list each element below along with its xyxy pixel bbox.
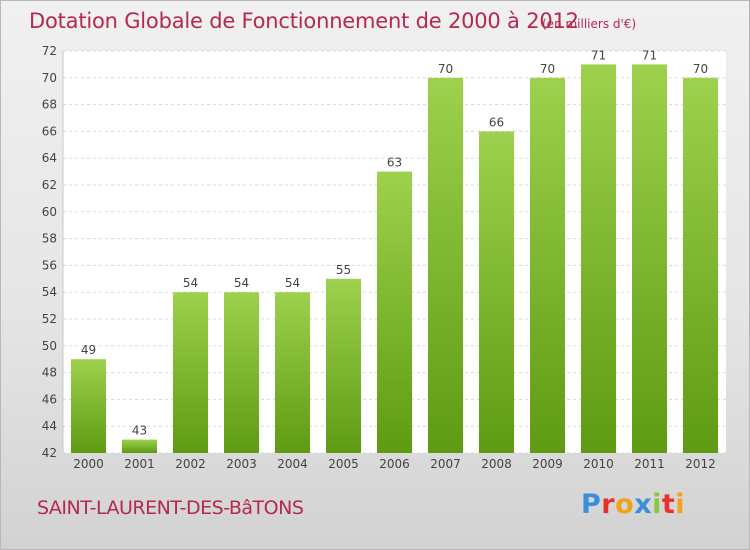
y-tick-label: 70: [42, 71, 57, 85]
bar-2009: [530, 77, 565, 454]
bar-2005: [326, 278, 361, 453]
data-label-2008: 66: [489, 115, 504, 129]
x-tick-label-2006: 2006: [379, 457, 410, 471]
logo-letter: o: [615, 489, 635, 520]
data-label-2012: 70: [693, 62, 708, 76]
y-tick-label: 56: [42, 258, 57, 272]
y-tick-label: 68: [42, 98, 57, 112]
data-label-2007: 70: [438, 62, 453, 76]
data-label-2011: 71: [642, 48, 657, 62]
bars: 49 43 54 54 54 55 63 70 66 70 71 71 70: [71, 48, 718, 454]
data-label-2010: 71: [591, 48, 606, 62]
bar-2002: [173, 292, 208, 453]
bar-2000: [71, 359, 106, 453]
commune-name: SAINT-LAURENT-DES-BâTONS: [37, 497, 304, 519]
x-tick-label-2008: 2008: [481, 457, 512, 471]
bar-2003: [224, 292, 259, 453]
data-label-2006: 63: [387, 156, 402, 170]
x-tick-label-2001: 2001: [124, 457, 155, 471]
y-tick-label: 54: [42, 285, 57, 299]
logo-letter: r: [601, 489, 616, 520]
x-tick-label-2002: 2002: [175, 457, 206, 471]
logo-letter: t: [661, 489, 676, 520]
x-tick-label-2007: 2007: [430, 457, 461, 471]
bar-2007: [428, 77, 463, 454]
y-tick-label: 50: [42, 339, 57, 353]
logo-letter: i: [675, 489, 686, 520]
proxiti-logo: Proxiti: [581, 489, 685, 520]
y-tick-label: 58: [42, 232, 57, 246]
x-tick-label-2003: 2003: [226, 457, 257, 471]
y-tick-label: 66: [42, 124, 57, 138]
bar-2001: [122, 439, 157, 453]
y-tick-label: 46: [42, 392, 57, 406]
y-tick-label: 44: [42, 419, 57, 433]
y-tick-label: 72: [42, 44, 57, 58]
data-label-2000: 49: [81, 343, 96, 357]
logo-letter: x: [634, 489, 653, 520]
y-tick-label: 48: [42, 366, 57, 380]
x-tick-label-2011: 2011: [634, 457, 665, 471]
x-tick-label-2004: 2004: [277, 457, 308, 471]
x-axis: 2000 2001 2002 2003 2004 2005 2006 2007 2008 2009…: [73, 457, 716, 471]
data-label-2001: 43: [132, 424, 147, 438]
data-label-2002: 54: [183, 276, 198, 290]
bar-2012: [683, 77, 718, 454]
bar-2006: [377, 171, 412, 453]
data-label-2003: 54: [234, 276, 249, 290]
unit-label: (en milliers d'€): [542, 17, 637, 31]
data-label-2009: 70: [540, 62, 555, 76]
logo-letter: P: [581, 489, 602, 520]
chart-title: Dotation Globale de Fonctionnement de 20…: [29, 9, 579, 33]
x-tick-label-2005: 2005: [328, 457, 359, 471]
bar-2010: [581, 64, 616, 454]
y-axis: 42 44 46 48 50 52 54 56 58 60 62 64 66 68 70 72: [42, 44, 57, 460]
data-label-2005: 55: [336, 263, 351, 277]
y-tick-label: 52: [42, 312, 57, 326]
x-tick-label-2009: 2009: [532, 457, 563, 471]
bar-2008: [479, 131, 514, 453]
bar-2004: [275, 292, 310, 453]
x-tick-label-2000: 2000: [73, 457, 104, 471]
data-label-2004: 54: [285, 276, 300, 290]
x-tick-label-2012: 2012: [685, 457, 716, 471]
y-tick-label: 62: [42, 178, 57, 192]
y-tick-label: 64: [42, 151, 57, 165]
logo-letter: i: [652, 489, 662, 520]
y-tick-label: 60: [42, 205, 57, 219]
y-tick-label: 42: [42, 446, 57, 460]
bar-2011: [632, 64, 667, 454]
x-tick-label-2010: 2010: [583, 457, 614, 471]
